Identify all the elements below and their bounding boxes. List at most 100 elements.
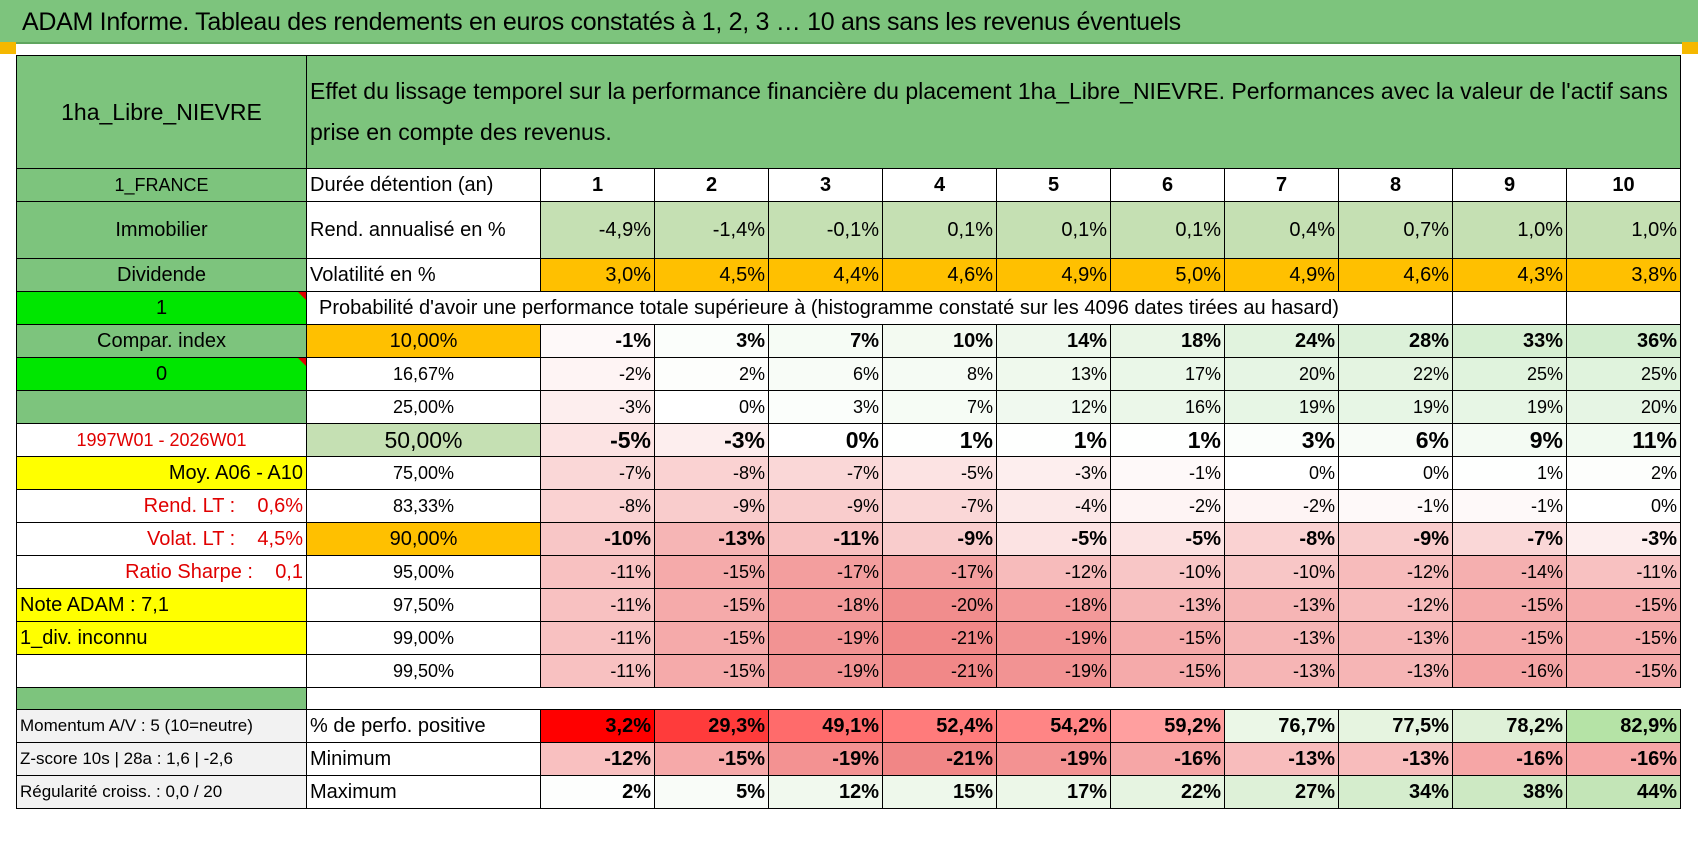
volat-cell: 4,9%: [996, 258, 1111, 292]
quantile-value-cell: -17%: [882, 555, 997, 589]
quantile-value-cell: -7%: [1452, 522, 1567, 556]
year-cell: 6: [1110, 168, 1225, 202]
quantile-value-cell: 36%: [1566, 324, 1681, 358]
quantile-value-cell: 19%: [1224, 390, 1339, 424]
quantile-value-cell: 3%: [768, 390, 883, 424]
quantile-value-cell: -5%: [1110, 522, 1225, 556]
quantile-value-cell: 0%: [1566, 489, 1681, 523]
year-cell: 10: [1566, 168, 1681, 202]
volat-cell: 4,3%: [1452, 258, 1567, 292]
rend-cell: 0,4%: [1224, 201, 1339, 259]
quantile-value-cell: 2%: [654, 357, 769, 391]
quantile-value-cell: -15%: [1452, 588, 1567, 622]
quantile-value-cell: -11%: [540, 555, 655, 589]
positive-cell: 52,4%: [882, 709, 997, 743]
rend-cell: 0,1%: [996, 201, 1111, 259]
rend-cell: 0,7%: [1338, 201, 1453, 259]
quantile-value-cell: -18%: [996, 588, 1111, 622]
quantile-value-cell: -11%: [540, 621, 655, 655]
maximum-cell: 2%: [540, 775, 655, 809]
positive-cell: 59,2%: [1110, 709, 1225, 743]
minimum-cell: -12%: [540, 742, 655, 776]
moy-cell: Moy. A06 - A10: [16, 456, 307, 490]
quantile-value-cell: 6%: [1338, 423, 1453, 457]
quantile-value-cell: 28%: [1338, 324, 1453, 358]
quantile-value-cell: -2%: [540, 357, 655, 391]
maximum-cell: 12%: [768, 775, 883, 809]
quantile-value-cell: -5%: [882, 456, 997, 490]
quantile-value-cell: 18%: [1110, 324, 1225, 358]
corner-marker: [1682, 42, 1698, 54]
rend-label: Rend. annualisé en %: [306, 201, 541, 259]
rend-cell: 0,1%: [882, 201, 997, 259]
rend-cell: 1,0%: [1566, 201, 1681, 259]
quantile-value-cell: -19%: [768, 654, 883, 688]
maximum-cell: 5%: [654, 775, 769, 809]
spacer-blank: [306, 687, 1681, 710]
maximum-label: Maximum: [306, 775, 541, 809]
quantile-value-cell: -1%: [540, 324, 655, 358]
minimum-label: Minimum: [306, 742, 541, 776]
proba-header-row: 1 Probabilité d'avoir une performance to…: [16, 291, 1681, 325]
quantile-value-cell: 12%: [996, 390, 1111, 424]
quantile-row: Moy. A06 - A10 75,00% -7% -8% -7% -5% -3% -1%…: [16, 456, 1681, 490]
minimum-cell: -13%: [1338, 742, 1453, 776]
minimum-cell: -13%: [1224, 742, 1339, 776]
corner-marker: [0, 42, 16, 54]
quantile-label: 83,33%: [306, 489, 541, 523]
quantile-label: 16,67%: [306, 357, 541, 391]
quantile-value-cell: 16%: [1110, 390, 1225, 424]
zscore-cell: Z-score 10s | 28a : 1,6 | -2,6: [16, 742, 307, 776]
spacer-green: [16, 687, 307, 710]
quantile-value-cell: 10%: [882, 324, 997, 358]
volat-cell: 3,0%: [540, 258, 655, 292]
quantile-value-cell: 3%: [654, 324, 769, 358]
quantile-value-cell: -15%: [654, 555, 769, 589]
volat-cell: 4,6%: [1338, 258, 1453, 292]
quantile-value-cell: -5%: [996, 522, 1111, 556]
quantile-value-cell: -3%: [996, 456, 1111, 490]
country-cell: 1_FRANCE: [16, 168, 307, 202]
quantile-label: 90,00%: [306, 522, 541, 556]
quantile-value-cell: -12%: [996, 555, 1111, 589]
quantile-value-cell: -1%: [1338, 489, 1453, 523]
volat-cell: 4,5%: [654, 258, 769, 292]
minimum-cell: -15%: [654, 742, 769, 776]
quantile-value-cell: -8%: [1224, 522, 1339, 556]
maximum-cell: 44%: [1566, 775, 1681, 809]
quantile-value-cell: 19%: [1452, 390, 1567, 424]
year-cell: 3: [768, 168, 883, 202]
year-cell: 9: [1452, 168, 1567, 202]
quantile-value-cell: 1%: [996, 423, 1111, 457]
maximum-cell: 22%: [1110, 775, 1225, 809]
sharpe-cell: Ratio Sharpe : 0,1: [16, 555, 307, 589]
quantile-value-cell: -9%: [882, 522, 997, 556]
quantile-value-cell: -19%: [768, 621, 883, 655]
maximum-row: Régularité croiss. : 0,0 / 20 Maximum 2%…: [16, 775, 1681, 809]
quantile-value-cell: -18%: [768, 588, 883, 622]
quantile-label: 50,00%: [306, 423, 541, 457]
positive-cell: 49,1%: [768, 709, 883, 743]
quantile-value-cell: 13%: [996, 357, 1111, 391]
positive-cell: 3,2%: [540, 709, 655, 743]
period-cell: 1997W01 - 2026W01: [16, 423, 307, 457]
quantile-label: 25,00%: [306, 390, 541, 424]
quantile-value-cell: -12%: [1338, 588, 1453, 622]
report-title: ADAM Informe. Tableau des rendements en …: [22, 8, 1181, 36]
quantile-value-cell: 9%: [1452, 423, 1567, 457]
flag-zero-cell[interactable]: 0: [16, 357, 307, 391]
quantile-value-cell: 6%: [768, 357, 883, 391]
volat-cell: 3,8%: [1566, 258, 1681, 292]
minimum-cell: -16%: [1110, 742, 1225, 776]
div-cell: 1_div. inconnu: [16, 621, 307, 655]
quantile-value-cell: 0%: [654, 390, 769, 424]
maximum-cell: 17%: [996, 775, 1111, 809]
quantile-value-cell: -16%: [1452, 654, 1567, 688]
quantile-value-cell: -9%: [1338, 522, 1453, 556]
quantile-value-cell: -15%: [1566, 621, 1681, 655]
flag-one-cell[interactable]: 1: [16, 291, 307, 325]
positive-row: Momentum A/V : 5 (10=neutre) % de perfo.…: [16, 709, 1681, 743]
type-cell: Dividende: [16, 258, 307, 292]
minimum-cell: -16%: [1452, 742, 1567, 776]
quantile-value-cell: -8%: [654, 456, 769, 490]
